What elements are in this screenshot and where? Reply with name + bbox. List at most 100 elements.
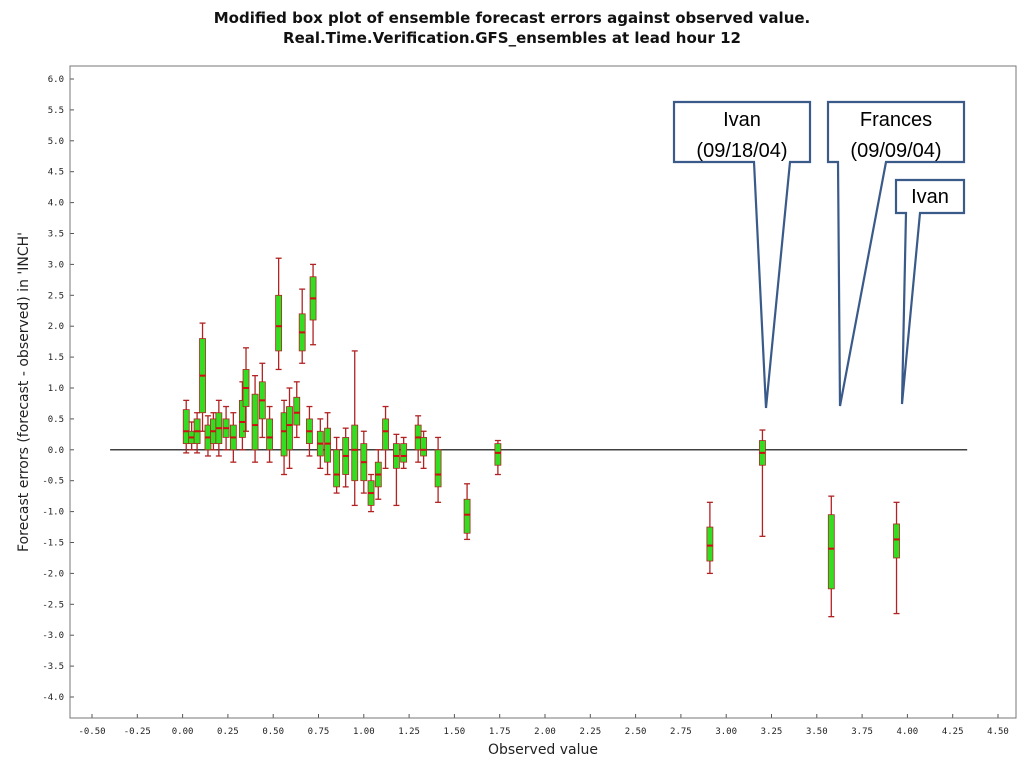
box-plot-item [280, 399, 288, 476]
y-tick-label: -0.5 [42, 477, 64, 487]
box-body [266, 418, 273, 451]
box-plot-item [382, 405, 389, 469]
callout-ivan-0918: Ivan (09/18/04) [672, 100, 812, 409]
box-plot-item [215, 399, 223, 457]
box-plot-item [251, 374, 259, 463]
y-tick-label: 2.5 [48, 291, 64, 301]
x-tick-label: 0.00 [172, 727, 194, 737]
box-body [463, 498, 471, 534]
box-body [333, 449, 341, 488]
box-plot-item [229, 412, 237, 463]
y-tick-label: 0.5 [48, 415, 64, 425]
x-tick-label: 0.25 [217, 727, 239, 737]
box-plot-item [827, 495, 835, 618]
box-plot-item [420, 430, 427, 469]
box-plot-item [463, 483, 471, 541]
box-body [434, 449, 442, 488]
box-body [420, 437, 427, 457]
box-plot-item [293, 381, 301, 439]
box-body [382, 418, 389, 451]
box-plot-item [275, 257, 283, 371]
x-tick-label: 1.50 [444, 727, 466, 737]
box-plot-item [182, 399, 190, 454]
box-plot-item [324, 412, 331, 476]
y-axis-title: Forecast errors (forecast - observed) in… [16, 232, 32, 552]
box-body [324, 427, 331, 463]
box-body [293, 396, 301, 426]
box-plot-item [374, 449, 382, 500]
box-body [182, 409, 190, 445]
y-tick-label: 5.5 [48, 106, 64, 116]
x-tick-label: 4.00 [897, 727, 919, 737]
callout-shape [672, 100, 812, 409]
x-tick-label: 0.50 [262, 727, 284, 737]
box-plot-item [193, 412, 201, 454]
box-plot-item [434, 436, 442, 503]
box-body [275, 294, 283, 352]
box-plot-item [188, 421, 196, 451]
y-tick-label: 3.5 [48, 230, 64, 240]
y-tick-label: -4.0 [42, 693, 64, 703]
x-tick-label: 0.75 [308, 727, 330, 737]
callout-name: Ivan [723, 109, 761, 131]
y-tick-label: -3.0 [42, 631, 64, 641]
chart-title-block: Modified box plot of ensemble forecast e… [0, 8, 1024, 48]
box-plot-item [342, 427, 350, 488]
box-plot-item [258, 362, 266, 439]
x-tick-label: 2.75 [670, 727, 692, 737]
box-plot-item [309, 263, 317, 346]
y-tick-label: -1.5 [42, 539, 64, 549]
box-body [286, 406, 293, 451]
box-plot-item [351, 350, 359, 507]
box-body [827, 514, 835, 590]
box-plot-item [360, 430, 368, 494]
plot-area-frame [69, 65, 1017, 719]
callout-shape [826, 100, 966, 407]
x-tick-label: 3.50 [806, 727, 828, 737]
y-tick-label: 4.0 [48, 199, 64, 209]
callout-date: (09/18/04) [696, 140, 787, 162]
chart-subtitle: Real.Time.Verification.GFS_ensembles at … [283, 29, 741, 47]
x-tick-label: 4.50 [987, 727, 1009, 737]
box-plot-item [306, 405, 313, 457]
y-tick-label: 4.5 [48, 168, 64, 178]
y-tick-label: 3.0 [48, 260, 64, 270]
y-tick-label: -2.0 [42, 569, 64, 579]
x-tick-label: 2.00 [534, 727, 556, 737]
x-tick-label: 3.00 [715, 727, 737, 737]
callout-frances-0909: Frances (09/09/04) [826, 100, 966, 407]
y-tick-label: 6.0 [48, 75, 64, 85]
box-body [494, 443, 502, 466]
y-tick-label: 1.0 [48, 384, 64, 394]
y-tick-label: 1.5 [48, 353, 64, 363]
box-body [706, 526, 714, 562]
x-tick-label: -0.50 [78, 727, 105, 737]
y-tick-label: 0.0 [48, 446, 64, 456]
x-axis-ticks: -0.50 -0.25 0.00 0.25 0.50 0.75 1.00 1.25 1.50 1.… [78, 714, 1009, 737]
box-plot-item [316, 418, 324, 469]
box-plot-item [333, 436, 341, 494]
x-tick-label: 3.75 [851, 727, 873, 737]
y-tick-label: -1.0 [42, 508, 64, 518]
x-tick-label: -0.25 [124, 727, 151, 737]
box-plot-item [266, 405, 273, 463]
box-plot-item [393, 433, 400, 507]
box-plot-item [400, 436, 408, 469]
box-body [400, 443, 408, 463]
box-series [182, 257, 900, 618]
box-plot-item [893, 501, 900, 615]
callout-name: Ivan [911, 186, 949, 208]
y-tick-label: 5.0 [48, 137, 64, 147]
box-plot-item [199, 322, 206, 432]
box-plot-item [706, 501, 714, 575]
box-plot-item [204, 415, 212, 457]
box-plot-item [367, 473, 375, 513]
callout-name: Frances [860, 109, 932, 131]
callout-ivan: Ivan [894, 178, 966, 405]
box-plot-item [759, 429, 766, 537]
y-axis-ticks: 6.0 5.5 5.0 4.5 4.0 3.5 3.0 2.5 2.0 1.5 1.0 0.5 0.0 -… [42, 75, 74, 703]
x-tick-label: 4.25 [942, 727, 964, 737]
box-plot-item [414, 415, 422, 463]
x-tick-label: 3.25 [761, 727, 783, 737]
chart-title: Modified box plot of ensemble forecast e… [213, 9, 811, 27]
